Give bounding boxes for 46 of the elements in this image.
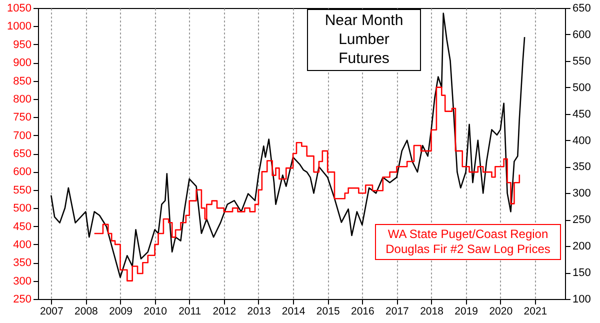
x-tick-label: 2018 [420, 306, 444, 318]
y-tick-label: 650 [13, 148, 32, 160]
y-tick-label: 800 [13, 93, 32, 106]
y-tick-label: 300 [13, 275, 32, 288]
y2-tick-label: 100 [572, 294, 591, 306]
y2-tick-label: 350 [572, 161, 591, 174]
text: Near Month Lumber Futures [307, 9, 421, 72]
y-tick-label: 950 [13, 38, 32, 51]
y-tick-label: 600 [13, 166, 32, 178]
y-tick-label: 250 [13, 294, 32, 306]
y2-tick-label: 600 [572, 28, 591, 41]
y-tick-label: 700 [13, 130, 32, 142]
x-tick-label: 2011 [178, 306, 202, 318]
y-tick-label: 850 [13, 75, 32, 88]
y2-tick-label: 500 [572, 82, 591, 94]
x-tick-label: 2010 [144, 306, 168, 318]
y-tick-label: 450 [13, 220, 32, 233]
y2-tick-label: 250 [572, 214, 591, 226]
y2-tick-label: 450 [572, 108, 591, 120]
y2-tick-label: 400 [572, 134, 591, 147]
y-tick-label: 550 [13, 184, 32, 196]
y-tick-label: 400 [13, 238, 32, 251]
y-tick-label: 1050 [7, 2, 32, 14]
y2-tick-label: 150 [572, 267, 591, 280]
y-tick-label: 1000 [7, 20, 32, 33]
y-tick-label: 500 [13, 202, 32, 215]
y2-tick-label: 650 [572, 2, 591, 14]
y-tick-label: 900 [13, 57, 32, 70]
x-tick-label: 2016 [350, 306, 374, 318]
x-tick-label: 2009 [109, 306, 133, 318]
x-tick-label: 2013 [247, 306, 271, 318]
text: WA State Puget/Coast Region Douglas Fir #2 Saw Log Prices [375, 224, 561, 260]
y2-tick-label: 200 [572, 240, 591, 253]
x-tick-label: 2015 [316, 306, 340, 318]
x-tick-label: 2019 [454, 306, 478, 318]
y2-tick-label: 550 [572, 55, 591, 68]
y2-tick-label: 300 [572, 188, 591, 200]
x-tick-label: 2007 [40, 306, 64, 318]
x-tick-label: 2008 [74, 306, 98, 318]
x-tick-label: 2021 [524, 306, 548, 318]
x-tick-label: 2017 [386, 306, 410, 318]
x-tick-label: 2012 [212, 306, 236, 318]
y-tick-label: 750 [13, 112, 32, 124]
x-tick-label: 2020 [489, 306, 513, 318]
y-tick-label: 350 [13, 257, 32, 270]
x-tick-label: 2014 [282, 306, 306, 318]
